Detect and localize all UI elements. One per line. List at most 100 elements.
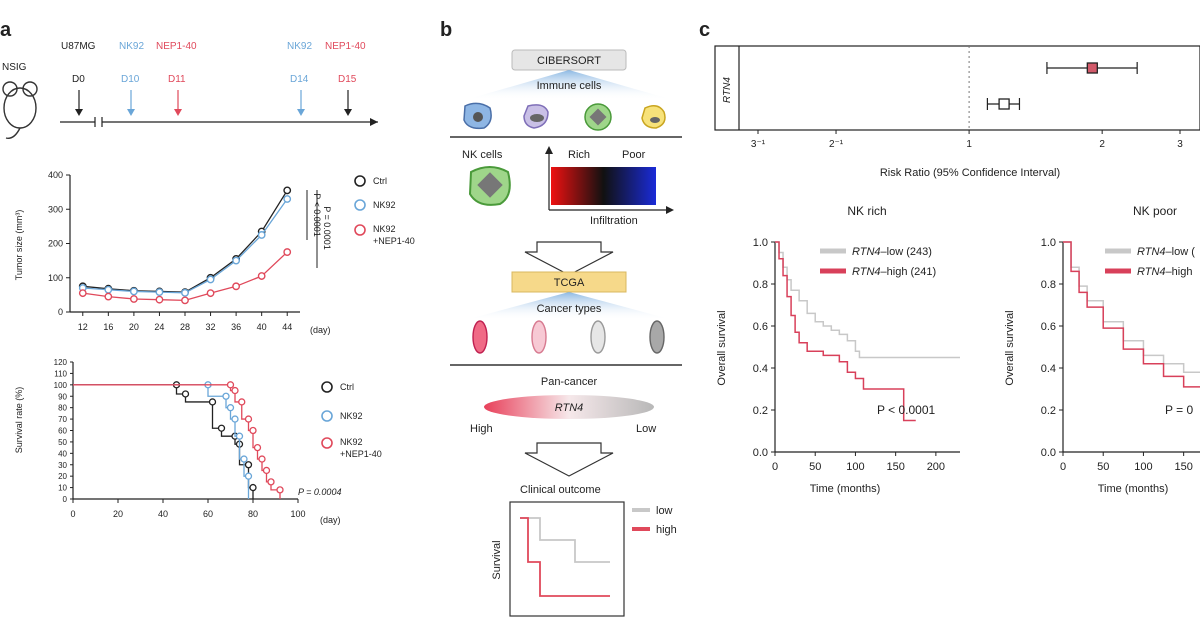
tumor-xunit: (day) [310, 325, 331, 335]
survival-event-marker [226, 404, 235, 412]
high-label: High [470, 423, 493, 435]
rtn4-label: RTN4 [555, 402, 584, 414]
km-xtick-label: 100 [846, 461, 864, 473]
km-ytick-label: 1.0 [753, 237, 768, 249]
cancer-types-label: Cancer types [537, 303, 602, 315]
survival-ytick-label: 90 [58, 392, 67, 401]
day-d0: D0 [72, 74, 85, 85]
survival-ytick-label: 70 [58, 415, 67, 424]
immune-cells-label: Immune cells [537, 80, 602, 92]
survival-event-marker [249, 483, 257, 492]
forest-frame [714, 45, 1200, 131]
survival-event-marker [222, 392, 230, 400]
tumor-ytick-label: 200 [48, 239, 63, 249]
mouse-label: NSIG [2, 62, 27, 73]
km-ytick-label: 1.0 [1041, 237, 1056, 249]
treatment-nk92-2: NK92 [287, 41, 312, 52]
km-p-value: P = 0 [1165, 403, 1193, 417]
km-legend-high: RTN4–high (241) [852, 266, 936, 278]
survival-event-marker [240, 455, 248, 463]
tumor-point [104, 285, 113, 294]
tumor-point [206, 289, 215, 298]
survival-event-marker [258, 455, 266, 463]
tumor-point [232, 282, 241, 291]
km-p-value: P < 0.0001 [877, 403, 935, 417]
tumor-ytick-label: 0 [58, 307, 63, 317]
tumor-point [283, 248, 292, 256]
survival-event-marker [181, 390, 190, 398]
immune-cell-icons [463, 102, 666, 131]
tumor-xtick-label: 16 [103, 322, 113, 332]
km-ytick-label: 0.0 [753, 447, 768, 459]
survival-event-marker [244, 461, 253, 469]
survival-xtick-label: 40 [158, 509, 168, 519]
cell-line-label: U87MG [61, 41, 96, 52]
tumor-series-line [82, 190, 288, 293]
km-xlabel: Time (months) [810, 483, 881, 495]
survival-event-marker [208, 398, 217, 406]
km-ytick-label: 0.4 [753, 363, 768, 375]
infiltration-gradient [551, 167, 656, 205]
tumor-xtick-label: 12 [78, 322, 88, 332]
km-ytick-label: 0.6 [1041, 321, 1056, 333]
km-xtick-label: 200 [927, 461, 945, 473]
km-xtick-label: 50 [809, 461, 821, 473]
tumor-point [129, 287, 138, 296]
tumor-xtick-label: 32 [206, 322, 216, 332]
legend-high: high [656, 524, 677, 536]
day-d14: D14 [290, 74, 309, 85]
tumor-point [155, 288, 164, 297]
survival-xtick-label: 20 [113, 509, 123, 519]
km-ytick-label: 0.6 [753, 321, 768, 333]
tumor-xtick-label: 40 [257, 322, 267, 332]
km-ytick-label: 0.0 [1041, 447, 1056, 459]
survival-xunit: (day) [320, 515, 341, 525]
tcga-label: TCGA [554, 277, 585, 289]
tumor-size-chart: Tumor size (mm³) (day) 0 100 200 300 400 12 16… [14, 170, 415, 335]
forest-estimate [1086, 62, 1098, 74]
tumor-legend-ctrl: Ctrl [373, 176, 387, 186]
survival-legend-nep-2: +NEP1-40 [340, 449, 382, 459]
km-ylabel: Overall survival [1004, 310, 1016, 385]
survival-ytick-label: 0 [63, 495, 68, 504]
panel-a-letter: a [0, 19, 12, 41]
survival-xtick-label: 100 [290, 509, 305, 519]
tumor-point [206, 275, 215, 284]
treatment-nep-1: NEP1-40 [156, 41, 197, 52]
km-xlabel: Time (months) [1098, 483, 1169, 495]
km-xtick-label: 150 [886, 461, 904, 473]
tumor-xtick-label: 20 [129, 322, 139, 332]
forest-xtick-label: 2 [1099, 139, 1105, 150]
tumor-xtick-label: 28 [180, 322, 190, 332]
survival-event-marker [267, 478, 275, 486]
tumor-p-inner: P < 0.0001 [312, 193, 322, 237]
tumor-legend-nep-1: NK92 [373, 224, 396, 234]
tumor-point [283, 195, 292, 203]
survival-legend-ctrl: Ctrl [340, 382, 354, 392]
mouse-survival-chart: Survival rate (%) (day) 0 10 20 30 40 50 60 70 8… [14, 358, 382, 525]
poor-label: Poor [622, 149, 646, 161]
survival-event-marker [249, 426, 257, 435]
km-ytick-label: 0.8 [753, 279, 768, 291]
tumor-point [104, 292, 113, 301]
km-xtick-label: 0 [1060, 461, 1066, 473]
forest-xlabel: Risk Ratio (95% Confidence Interval) [880, 167, 1060, 179]
panel-b: b CIBERSORT Immune cells NK cells Rich P… [440, 19, 682, 617]
survival-ytick-label: 80 [58, 404, 67, 413]
survival-axis-label: Survival [491, 540, 503, 579]
forest-xtick-label: 3⁻¹ [751, 139, 766, 150]
km-xtick-label: 0 [772, 461, 778, 473]
day-d15: D15 [338, 74, 357, 85]
forest-xtick-label: 1 [966, 139, 972, 150]
survival-event-marker [235, 432, 244, 440]
survival-ytick-label: 10 [58, 484, 67, 493]
km-legend-high: RTN4–high [1137, 266, 1192, 278]
km-ytick-label: 0.2 [753, 405, 768, 417]
survival-event-marker [231, 386, 239, 395]
survival-ytick-label: 110 [54, 369, 67, 378]
treatment-nep-2: NEP1-40 [325, 41, 366, 52]
km-ytick-label: 0.2 [1041, 405, 1056, 417]
km-xtick-label: 50 [1097, 461, 1109, 473]
survival-event-marker [226, 381, 235, 389]
